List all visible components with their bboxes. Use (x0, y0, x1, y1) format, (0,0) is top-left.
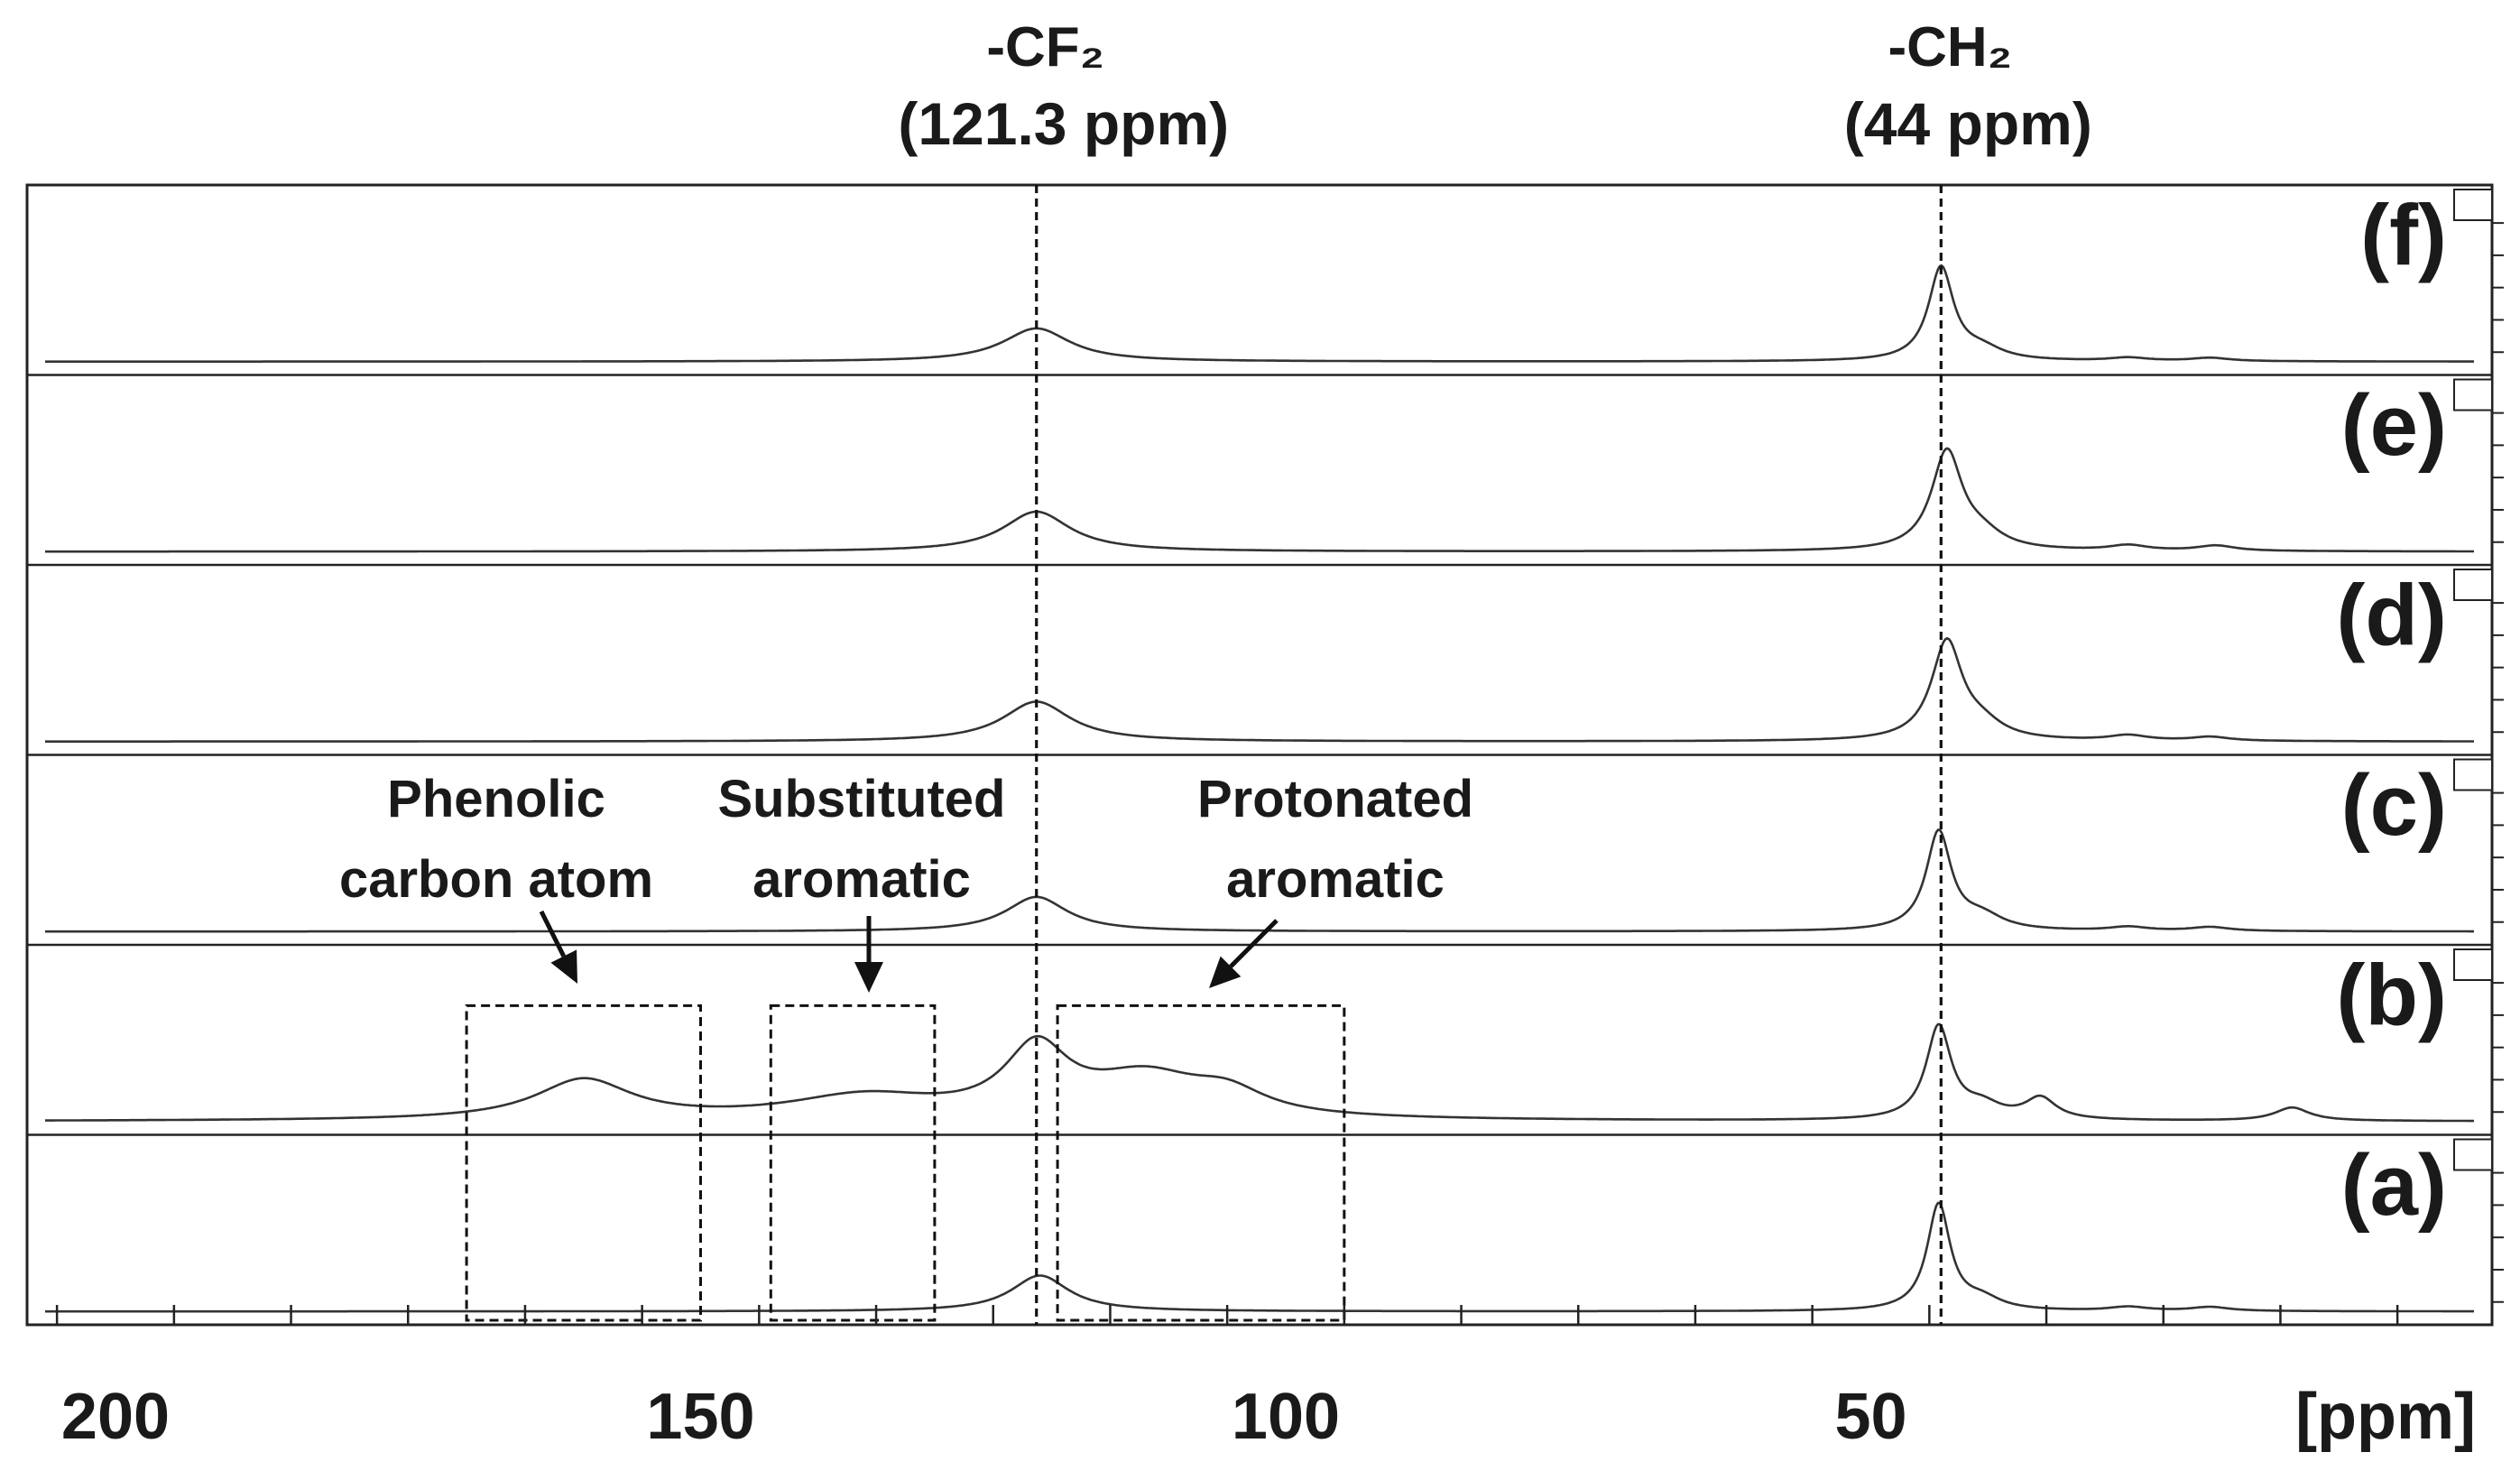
spectrum-trace (45, 1201, 2474, 1313)
spectra-traces: (f) (e) (d) (c) (b) (a) (45, 187, 2474, 1313)
x-tick-label: 50 (1834, 1381, 1906, 1453)
series-label: (b) (2336, 947, 2447, 1043)
x-tick-label: 200 (61, 1381, 170, 1453)
series-label: (f) (2360, 187, 2447, 283)
annotation-label: aromatic (1226, 850, 1445, 909)
annotation-arrowhead (1209, 956, 1242, 988)
annotation-label: Protonated (1197, 770, 1473, 828)
annotation-box (1056, 1004, 1346, 1322)
spectrum-trace (45, 447, 2474, 553)
annotation-arrow (1229, 919, 1278, 968)
spectrum-trace (45, 264, 2474, 363)
annotation-box (465, 1004, 702, 1322)
annotation-label: Substituted (718, 770, 1006, 828)
series-label: (e) (2341, 377, 2447, 474)
panel-corner-box (2453, 758, 2493, 791)
x-tick-label: 150 (646, 1381, 754, 1453)
series-label: (a) (2341, 1137, 2447, 1234)
reference-label: (121.3 ppm) (898, 90, 1229, 157)
annotation-label: Phenolic (387, 770, 605, 828)
plot-frame (25, 183, 2504, 1327)
series-label: (c) (2341, 757, 2447, 854)
panel-corner-box (2453, 1138, 2493, 1171)
series-label: (d) (2336, 567, 2447, 663)
spectrum-trace (45, 828, 2474, 933)
panel-corner-box (2453, 378, 2493, 412)
panel-corner-box (2453, 189, 2493, 221)
reference-label: (44 ppm) (1844, 90, 2092, 157)
annotation-arrowhead (854, 962, 883, 993)
reference-lines: -CF₂ (121.3 ppm) -CH₂ (44 ppm) (898, 16, 2092, 1325)
x-axis-label: [ppm] (2295, 1381, 2476, 1453)
annotation-label: carbon atom (339, 850, 653, 909)
x-tick-label: 100 (1232, 1381, 1340, 1453)
annotations: Phenolic carbon atom Substituted aromatic Pr… (339, 770, 1473, 1322)
annotation-arrow (539, 910, 567, 957)
panel-corner-box (2453, 569, 2493, 601)
annotation-arrowhead (550, 949, 577, 984)
spectrum-trace (45, 1022, 2474, 1123)
reference-label: -CF₂ (986, 16, 1104, 79)
x-axis: 200 150 100 50 [ppm] (55, 1305, 2476, 1453)
annotation-box (769, 1004, 937, 1322)
spectrum-trace (45, 637, 2474, 743)
annotation-label: aromatic (752, 850, 971, 909)
reference-label: -CH₂ (1888, 16, 2012, 79)
panel-corner-box (2453, 948, 2493, 981)
